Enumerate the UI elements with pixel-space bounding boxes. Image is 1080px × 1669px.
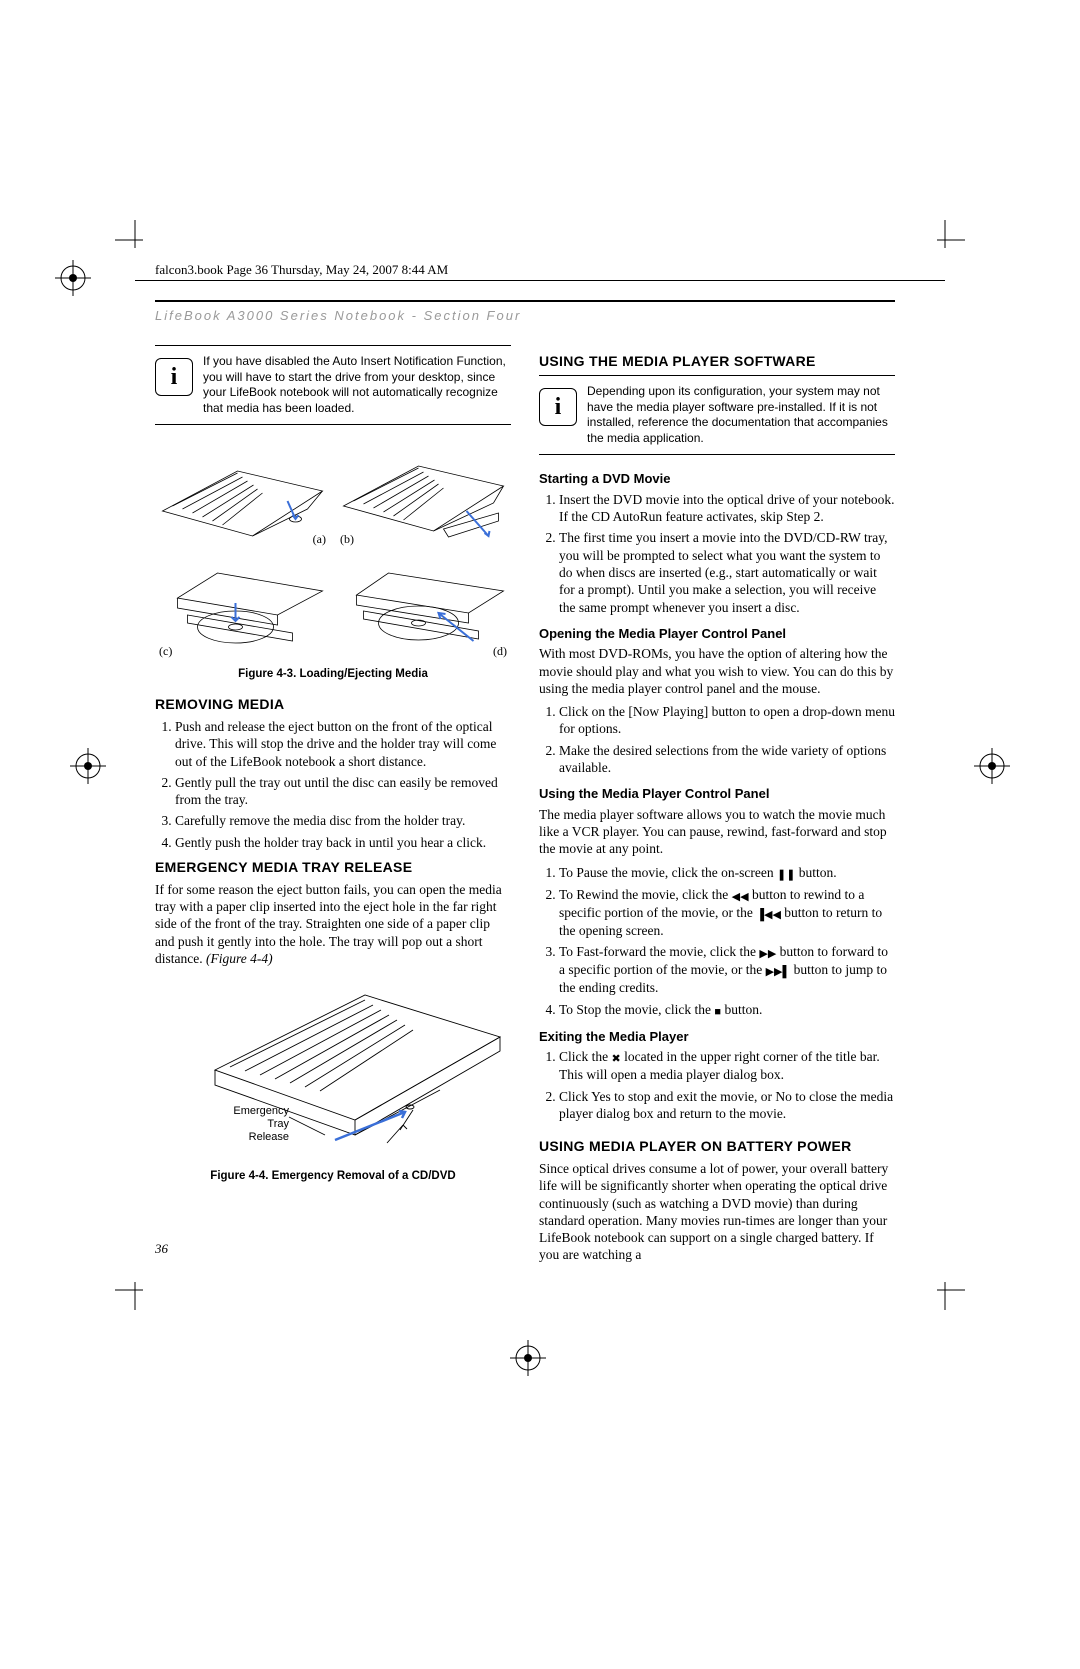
crop-mark-tr [925, 220, 965, 260]
registration-mark [55, 260, 91, 296]
open-list: Click on the [Now Playing] button to ope… [539, 703, 895, 776]
use-list: To Pause the movie, click the on-screen … [539, 864, 895, 1019]
body-text: If for some reason the eject button fail… [155, 881, 511, 967]
info-icon: i [539, 388, 577, 426]
registration-mark [974, 748, 1010, 784]
crop-mark-bl [115, 1270, 155, 1310]
heading-removing-media: REMOVING MEDIA [155, 696, 511, 714]
left-column: i If you have disabled the Auto Insert N… [155, 345, 511, 1270]
list-item: The first time you insert a movie into t… [559, 529, 895, 615]
list-item: Insert the DVD movie into the optical dr… [559, 491, 895, 526]
figure-ref: (Figure 4-4) [206, 951, 273, 966]
section-header: LifeBook A3000 Series Notebook - Section… [155, 308, 895, 323]
list-item: To Pause the movie, click the on-screen … [559, 864, 895, 882]
figure-annotation: Emergency Tray Release [227, 1105, 289, 1145]
note-text: If you have disabled the Auto Insert Not… [203, 354, 511, 416]
content-area: LifeBook A3000 Series Notebook - Section… [155, 300, 895, 1270]
note-box: i If you have disabled the Auto Insert N… [155, 345, 511, 425]
list-item: Push and release the eject button on the… [175, 718, 511, 770]
header-rule [135, 280, 945, 281]
registration-mark [70, 748, 106, 784]
info-icon: i [155, 358, 193, 396]
page-number: 36 [155, 1241, 168, 1257]
frame-header: falcon3.book Page 36 Thursday, May 24, 2… [155, 262, 448, 278]
note-box: i Depending upon its configuration, your… [539, 375, 895, 455]
registration-mark [510, 1340, 546, 1376]
rewind-icon: ◀◀ [732, 890, 749, 904]
figure-caption: Figure 4-3. Loading/Ejecting Media [155, 667, 511, 682]
page: falcon3.book Page 36 Thursday, May 24, 2… [0, 0, 1080, 1669]
list-item: To Stop the movie, click the ■ button. [559, 1001, 895, 1019]
list-item: Gently push the holder tray back in unti… [175, 834, 511, 851]
figure-label: (b) [340, 532, 354, 547]
figure-4-4: Emergency Tray Release [155, 975, 511, 1163]
crop-mark-tl [115, 220, 155, 260]
heading-using-software: USING THE MEDIA PLAYER SOFTWARE [539, 353, 895, 371]
figure-4-3: (a) [155, 441, 511, 682]
skip-back-icon: ▐◀◀ [756, 908, 781, 922]
list-item: Carefully remove the media disc from the… [175, 812, 511, 829]
figure-label: (d) [493, 644, 507, 659]
body-text: The media player software allows you to … [539, 806, 895, 858]
list-item: Click the ✖ located in the upper right c… [559, 1048, 895, 1083]
list-item: To Rewind the movie, click the ◀◀ button… [559, 886, 895, 939]
figure-label: (c) [159, 644, 172, 659]
top-rule [155, 300, 895, 302]
body-text: Since optical drives consume a lot of po… [539, 1160, 895, 1264]
figure-cell-a: (a) [155, 441, 330, 549]
start-list: Insert the DVD movie into the optical dr… [539, 491, 895, 616]
list-item: To Fast-forward the movie, click the ▶▶ … [559, 943, 895, 996]
figure-caption: Figure 4-4. Emergency Removal of a CD/DV… [155, 1169, 511, 1184]
right-column: USING THE MEDIA PLAYER SOFTWARE i Depend… [539, 345, 895, 1270]
heading-emergency: EMERGENCY MEDIA TRAY RELEASE [155, 859, 511, 877]
heading-battery: USING MEDIA PLAYER ON BATTERY POWER [539, 1138, 895, 1156]
list-item: Click on the [Now Playing] button to ope… [559, 703, 895, 738]
list-item: Gently pull the tray out until the disc … [175, 774, 511, 809]
figure-cell-d: (d) [336, 553, 511, 661]
list-item: Click Yes to stop and exit the movie, or… [559, 1088, 895, 1123]
forward-icon: ▶▶ [759, 947, 776, 961]
columns: i If you have disabled the Auto Insert N… [155, 345, 895, 1270]
figure-cell-c: (c) [155, 553, 330, 661]
heading-open-panel: Opening the Media Player Control Panel [539, 626, 895, 643]
heading-use-panel: Using the Media Player Control Panel [539, 786, 895, 803]
removing-list: Push and release the eject button on the… [155, 718, 511, 851]
pause-icon: ❚❚ [777, 868, 795, 882]
skip-forward-icon: ▶▶▌ [766, 965, 791, 979]
exit-list: Click the ✖ located in the upper right c… [539, 1048, 895, 1122]
list-item: Make the desired selections from the wid… [559, 742, 895, 777]
note-text: Depending upon its configuration, your s… [587, 384, 895, 446]
heading-start-dvd: Starting a DVD Movie [539, 471, 895, 488]
figure-label: (a) [313, 532, 326, 547]
heading-exit: Exiting the Media Player [539, 1029, 895, 1046]
crop-mark-br [925, 1270, 965, 1310]
body-text: With most DVD-ROMs, you have the option … [539, 645, 895, 697]
close-icon: ✖ [612, 1052, 621, 1066]
figure-cell-b: (b) [336, 441, 511, 549]
